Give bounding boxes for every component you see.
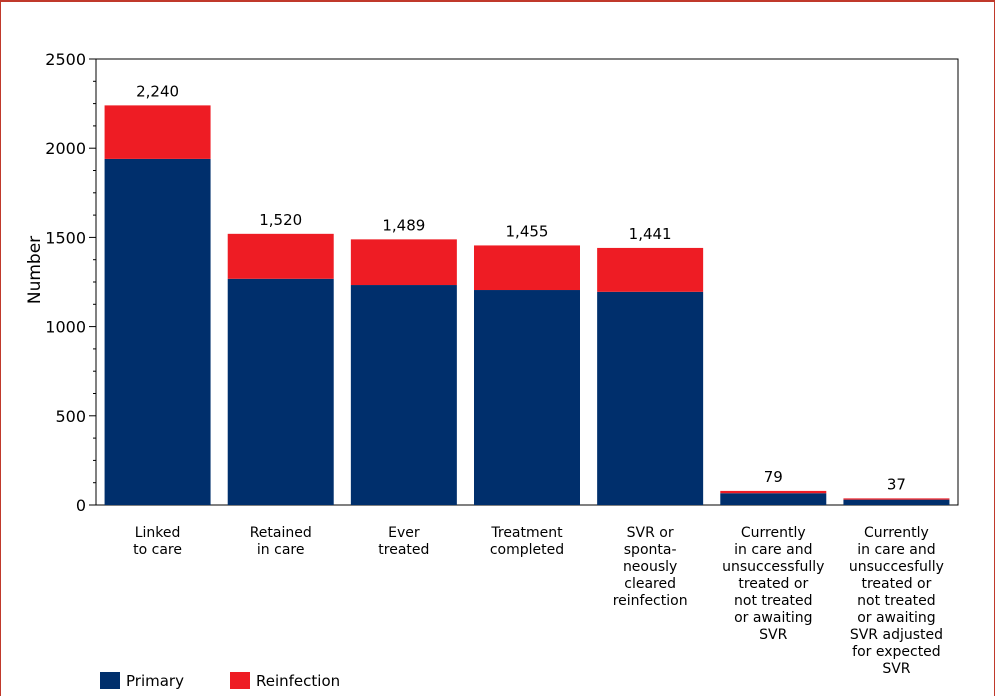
data-label-total: 1,489: [382, 216, 425, 234]
bar-primary-1: [227, 278, 334, 505]
legend-label-primary: Primary: [126, 672, 184, 690]
legend-label-reinfection: Reinfection: [256, 672, 340, 690]
bar-primary-5: [720, 493, 827, 505]
bar-reinfection-3: [474, 245, 580, 291]
bar-reinfection-1: [227, 233, 334, 279]
data-label-total: 2,240: [136, 82, 179, 100]
bar-primary-3: [474, 290, 580, 505]
y-axis-label: Number: [25, 236, 45, 304]
data-label-total: 1,520: [259, 211, 302, 229]
bar-primary-6: [843, 499, 950, 505]
x-category-label: Treatment completed: [490, 525, 564, 558]
legend-swatch-reinfection: [230, 672, 250, 689]
x-category-label: Currently in care and unsuccesfully treated…: [849, 525, 944, 677]
bar-reinfection-6: [843, 498, 950, 500]
bar-reinfection-0: [104, 105, 211, 159]
data-label-total: 1,441: [629, 225, 672, 243]
y-tick-label: 1000: [45, 318, 86, 337]
y-tick-label: 2000: [45, 139, 86, 158]
x-category-label: Ever treated: [378, 525, 429, 558]
bar-reinfection-4: [597, 247, 704, 292]
bar-reinfection-2: [350, 239, 457, 286]
x-category-label: SVR or sponta-neously cleared reinfection: [613, 525, 688, 609]
x-category-label: Retained in care: [250, 525, 312, 558]
y-tick-label: 2500: [45, 50, 86, 69]
y-tick-label: 0: [76, 496, 86, 515]
x-category-label: Linked to care: [133, 525, 182, 558]
y-tick-label: 500: [55, 407, 86, 426]
bar-primary-2: [350, 285, 457, 505]
data-label-total: 37: [887, 475, 906, 493]
legend: Primary Reinfection: [100, 672, 340, 690]
data-label-total: 79: [764, 468, 783, 486]
legend-swatch-primary: [100, 672, 120, 689]
y-tick-label: 1500: [45, 228, 86, 247]
bar-reinfection-5: [720, 490, 827, 494]
bar-primary-0: [104, 158, 211, 506]
bar-primary-4: [597, 291, 704, 505]
data-label-total: 1,455: [506, 222, 549, 240]
x-category-label: Currently in care and unsuccessfully treate…: [722, 525, 824, 643]
plot-area: 0 500 1000 1500 2000 2500 2,240 Linked to care 1,…: [45, 50, 959, 677]
